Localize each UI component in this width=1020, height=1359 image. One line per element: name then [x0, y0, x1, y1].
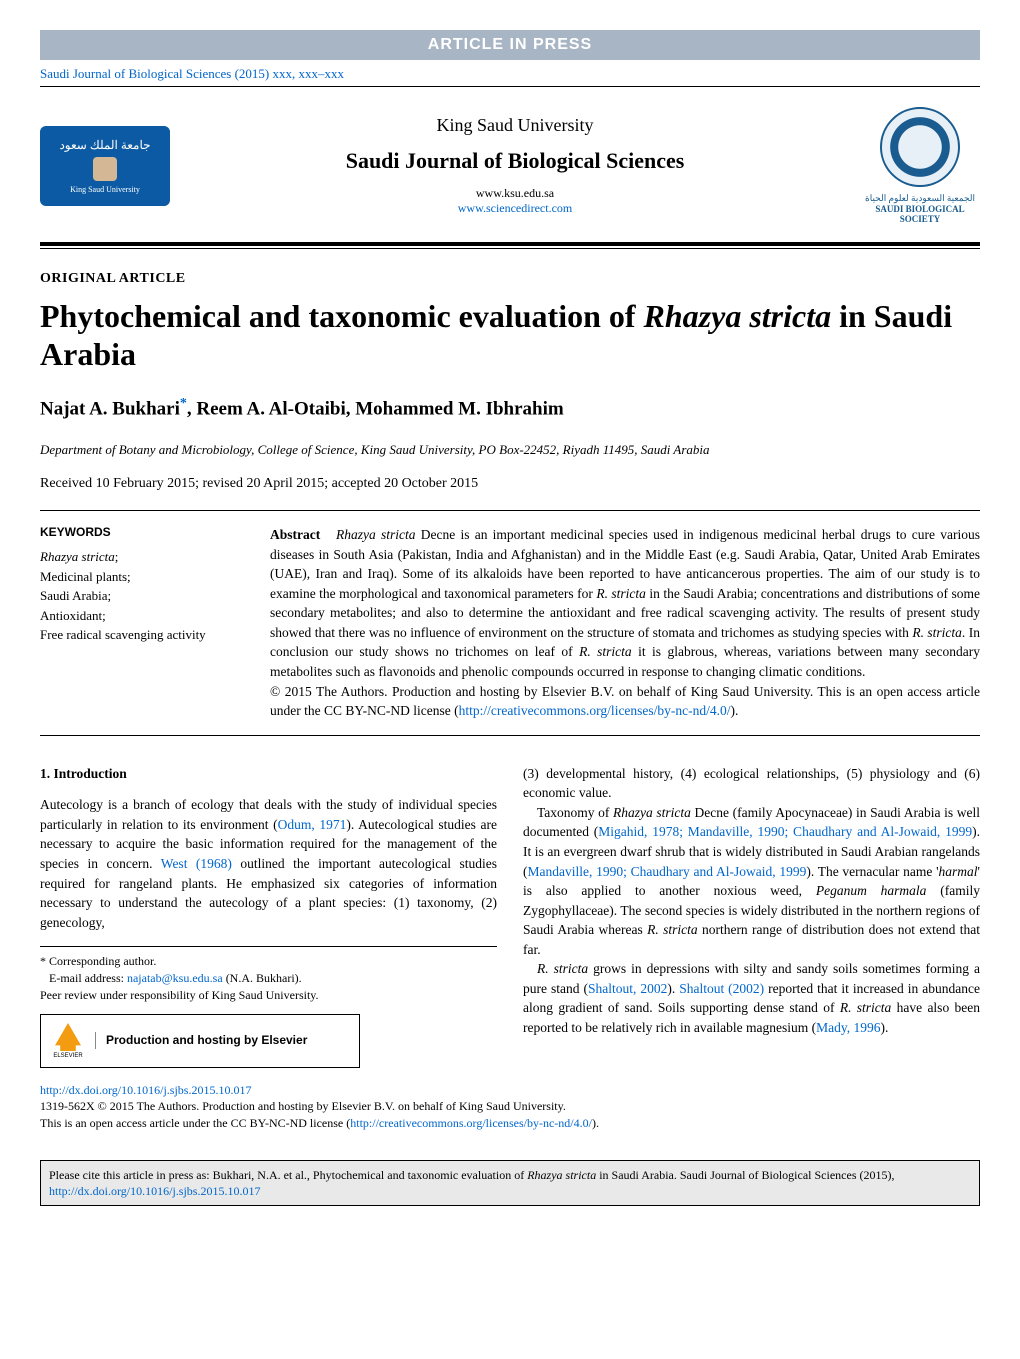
header-center: King Saud University Saudi Journal of Bi…: [170, 115, 860, 216]
keywords-list: Rhazya stricta; Medicinal plants; Saudi …: [40, 547, 240, 645]
article-in-press-banner: ARTICLE IN PRESS: [40, 30, 980, 60]
author-sep-1: ,: [187, 398, 197, 419]
ksu-logo-arabic: جامعة الملك سعود: [59, 138, 150, 153]
email-label: E-mail address:: [49, 971, 127, 985]
abstract-block: KEYWORDS Rhazya stricta; Medicinal plant…: [40, 510, 980, 736]
society-english: SAUDI BIOLOGICAL SOCIETY: [860, 204, 980, 224]
keywords-heading: KEYWORDS: [40, 525, 240, 539]
article-title: Phytochemical and taxonomic evaluation o…: [40, 297, 980, 374]
author-sep-2: ,: [346, 398, 356, 419]
p3-text-4: ). The vernacular name ': [806, 864, 938, 879]
citebox-species: Rhazya stricta: [527, 1168, 596, 1182]
university-name: King Saud University: [190, 115, 840, 136]
keyword-1: Rhazya stricta: [40, 549, 115, 564]
paragraph-2: (3) developmental history, (4) ecologica…: [523, 764, 980, 803]
paragraph-3: Taxonomy of Rhazya stricta Decne (family…: [523, 803, 980, 960]
citebox-doi[interactable]: http://dx.doi.org/10.1016/j.sjbs.2015.10…: [49, 1184, 260, 1198]
cc-license-link[interactable]: http://creativecommons.org/licenses/by-n…: [459, 703, 731, 718]
right-column: (3) developmental history, (4) ecologica…: [523, 764, 980, 1068]
peer-review-footnote: Peer review under responsibility of King…: [40, 987, 497, 1004]
society-seal-icon: [880, 107, 960, 187]
abstract-copyright-end: ).: [731, 703, 739, 718]
hosting-box: ELSEVIER Production and hosting by Elsev…: [40, 1014, 360, 1068]
journal-name: Saudi Journal of Biological Sciences: [190, 148, 840, 174]
sciencedirect-url[interactable]: www.sciencedirect.com: [190, 201, 840, 216]
ref-odum[interactable]: Odum, 1971: [278, 817, 347, 832]
p3-species-3: R. stricta: [647, 922, 698, 937]
p3-species-2: Peganum harmala: [816, 883, 927, 898]
p4-text-2: ).: [667, 981, 679, 996]
abstract-column: Abstract Rhazya stricta Decne is an impo…: [270, 510, 980, 735]
body-columns: 1. Introduction Autecology is a branch o…: [40, 764, 980, 1068]
journal-header: جامعة الملك سعود King Saud University Ki…: [40, 87, 980, 246]
corresponding-asterisk: *: [180, 396, 187, 411]
doi-license-2: ).: [592, 1116, 599, 1130]
article-dates: Received 10 February 2015; revised 20 Ap…: [40, 476, 980, 492]
email-link[interactable]: najatab@ksu.edu.sa: [127, 971, 223, 985]
article-type: ORIGINAL ARTICLE: [40, 271, 980, 287]
keyword-2: Medicinal plants;: [40, 569, 131, 584]
p3-text-1: Taxonomy of: [537, 805, 613, 820]
citebox-text-1: Please cite this article in press as: Bu…: [49, 1168, 527, 1182]
email-post: (N.A. Bukhari).: [223, 971, 302, 985]
ref-west[interactable]: West (1968): [161, 856, 232, 871]
corresponding-footnote: * Corresponding author.: [40, 953, 497, 970]
top-citation: Saudi Journal of Biological Sciences (20…: [40, 60, 980, 87]
citation-box: Please cite this article in press as: Bu…: [40, 1160, 980, 1206]
elsevier-label: ELSEVIER: [53, 1052, 82, 1061]
ksu-url: www.ksu.edu.sa: [190, 186, 840, 201]
affiliation: Department of Botany and Microbiology, C…: [40, 442, 980, 458]
p3-species-1: Rhazya stricta: [613, 805, 691, 820]
authors: Najat A. Bukhari*, Reem A. Al-Otaibi, Mo…: [40, 396, 980, 420]
ksu-crest-icon: [93, 157, 117, 181]
society-arabic: الجمعية السعودية لعلوم الحياة: [860, 193, 980, 204]
author-2: Reem A. Al-Otaibi: [196, 398, 345, 419]
ref-shaltout-1[interactable]: Shaltout, 2002: [588, 981, 667, 996]
doi-link[interactable]: http://dx.doi.org/10.1016/j.sjbs.2015.10…: [40, 1083, 251, 1097]
ref-shaltout-2[interactable]: Shaltout (2002): [679, 981, 764, 996]
p4-species-2: R. stricta: [840, 1000, 891, 1015]
title-species: Rhazya stricta: [644, 298, 832, 334]
doi-cc-link[interactable]: http://creativecommons.org/licenses/by-n…: [350, 1116, 592, 1130]
p4-text-5: ).: [881, 1020, 889, 1035]
keyword-3: Saudi Arabia;: [40, 588, 111, 603]
keyword-4: Antioxidant;: [40, 608, 106, 623]
p3-harmal: harmal: [939, 864, 978, 879]
ksu-logo: جامعة الملك سعود King Saud University: [40, 126, 170, 206]
paragraph-1: Autecology is a branch of ecology that d…: [40, 795, 497, 932]
ref-mandaville[interactable]: Mandaville, 1990; Chaudhary and Al-Jowai…: [528, 864, 807, 879]
hosting-text: Production and hosting by Elsevier: [95, 1032, 307, 1049]
abstract-species-1: Rhazya stricta: [336, 527, 416, 542]
footnote-separator: [40, 946, 497, 947]
author-3: Mohammed M. Ibhrahim: [355, 398, 563, 419]
email-footnote: E-mail address: najatab@ksu.edu.sa (N.A.…: [40, 970, 497, 987]
section-1-heading: 1. Introduction: [40, 764, 497, 784]
doi-license-1: This is an open access article under the…: [40, 1116, 350, 1130]
title-text-1: Phytochemical and taxonomic evaluation o…: [40, 298, 644, 334]
author-1: Najat A. Bukhari: [40, 398, 180, 419]
citebox-text-2: in Saudi Arabia. Saudi Journal of Biolog…: [596, 1168, 894, 1182]
ref-migahid[interactable]: Migahid, 1978; Mandaville, 1990; Chaudha…: [598, 824, 972, 839]
keyword-5: Free radical scavenging activity: [40, 627, 206, 642]
society-logo: الجمعية السعودية لعلوم الحياة SAUDI BIOL…: [860, 107, 980, 224]
paragraph-4: R. stricta grows in depressions with sil…: [523, 959, 980, 1037]
doi-copyright: 1319-562X © 2015 The Authors. Production…: [40, 1098, 980, 1115]
ksu-logo-english: King Saud University: [70, 185, 140, 194]
keyword-1-sep: ;: [115, 549, 119, 564]
keywords-column: KEYWORDS Rhazya stricta; Medicinal plant…: [40, 511, 240, 735]
abstract-label: Abstract: [270, 527, 320, 542]
abstract-species-3: R. stricta: [912, 625, 962, 640]
left-column: 1. Introduction Autecology is a branch o…: [40, 764, 497, 1068]
p4-species-1: R. stricta: [537, 961, 588, 976]
abstract-text: Abstract Rhazya stricta Decne is an impo…: [270, 525, 980, 721]
abstract-species-4: R. stricta: [579, 644, 632, 659]
doi-block: http://dx.doi.org/10.1016/j.sjbs.2015.10…: [40, 1082, 980, 1132]
elsevier-logo-icon: ELSEVIER: [51, 1021, 85, 1061]
abstract-species-2: R. stricta: [596, 586, 646, 601]
ref-mady[interactable]: Mady, 1996: [816, 1020, 880, 1035]
